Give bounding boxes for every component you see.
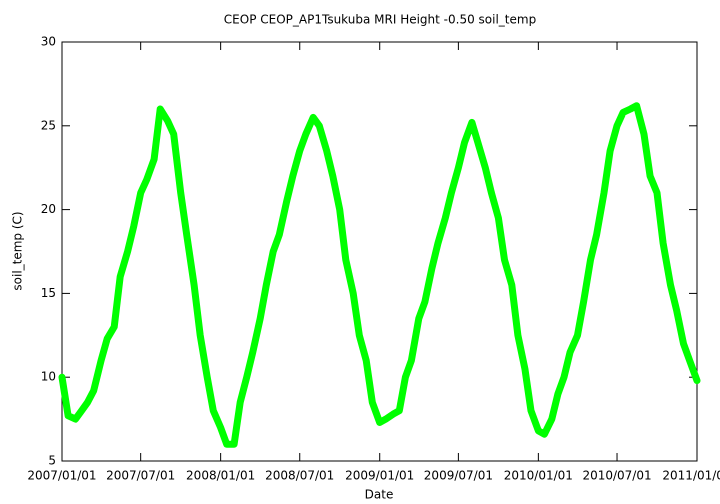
x-tick-label: 2008/07/01	[265, 469, 334, 483]
data-line	[58, 102, 701, 448]
x-tick-label: 2009/01/01	[345, 469, 414, 483]
x-tick-label: 2008/01/01	[186, 469, 255, 483]
y-tick-label: 15	[41, 286, 56, 300]
x-tick-label: 2007/07/01	[106, 469, 175, 483]
y-tick-label: 5	[48, 454, 56, 468]
y-axis-label: soil_temp (C)	[11, 211, 25, 290]
x-axis-label: Date	[365, 488, 394, 502]
plot-frame	[61, 41, 698, 462]
x-tick-label: 2007/01/01	[27, 469, 96, 483]
y-tick-label: 10	[41, 370, 56, 384]
y-tick-label: 20	[41, 202, 56, 216]
x-tick-label: 2010/01/01	[504, 469, 573, 483]
y-tick-label: 30	[41, 35, 56, 49]
x-tick-label: 2011/01/01	[662, 469, 720, 483]
y-tick-label: 25	[41, 118, 56, 132]
x-tick-label: 2009/07/01	[424, 469, 493, 483]
chart-title: CEOP CEOP_AP1Tsukuba MRI Height -0.50 so…	[224, 13, 536, 27]
x-tick-label: 2010/07/01	[582, 469, 651, 483]
